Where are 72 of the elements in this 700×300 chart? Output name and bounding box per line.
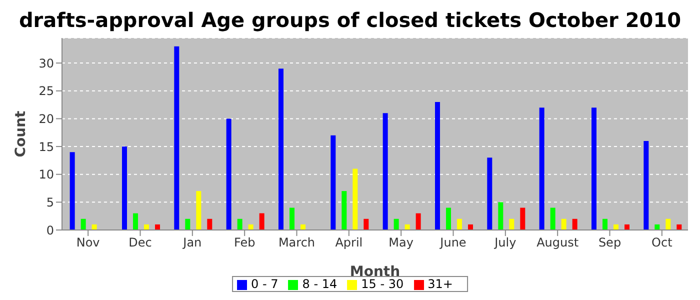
x-tick-label: April (335, 236, 363, 250)
y-tick-label: 25 (38, 84, 54, 98)
x-tick-label: August (536, 236, 579, 250)
x-tick-label: Nov (76, 236, 100, 250)
x-axis-title: Month (350, 264, 400, 280)
bar (237, 218, 242, 230)
bar (289, 208, 294, 230)
y-tick-label: 30 (38, 56, 54, 70)
bar (468, 224, 473, 230)
bar (330, 135, 336, 230)
y-axis-title: Count (12, 110, 29, 158)
bar (132, 213, 138, 230)
bar (509, 218, 514, 230)
bar (196, 191, 202, 230)
bar (394, 218, 399, 230)
bar (520, 208, 526, 230)
bar (144, 224, 149, 230)
bar (352, 168, 358, 230)
bar (404, 224, 410, 230)
bar (92, 224, 97, 230)
bar (434, 102, 440, 230)
bar (539, 108, 544, 230)
x-tick-label: Jan (182, 236, 202, 250)
bar (591, 108, 596, 230)
bar (644, 140, 649, 230)
bar (550, 208, 556, 230)
bar (259, 213, 264, 230)
x-tick-label: May (388, 236, 414, 250)
bar (416, 213, 421, 230)
bar (154, 224, 160, 230)
bar (624, 224, 630, 230)
legend-label: 15 - 30 (361, 277, 404, 291)
bar (364, 218, 369, 230)
bar (278, 68, 284, 230)
y-tick-label: 10 (38, 168, 54, 182)
bar (248, 224, 254, 230)
bar (382, 113, 388, 230)
x-tick-label: June (439, 236, 466, 250)
bar (300, 224, 306, 230)
bar (174, 46, 180, 230)
x-tick-label: Dec (128, 236, 152, 250)
x-tick-label: Feb (234, 236, 256, 250)
bar (487, 158, 492, 230)
legend-label: 0 - 7 (251, 277, 278, 291)
x-tick-label: Oct (652, 236, 673, 250)
bar (456, 218, 462, 230)
bar (122, 146, 127, 230)
bar (654, 224, 660, 230)
bar (572, 218, 578, 230)
bar (676, 224, 682, 230)
y-tick-label: 5 (46, 195, 54, 210)
y-tick-label: 0 (46, 223, 54, 238)
bar (666, 218, 671, 230)
bar (602, 218, 608, 230)
bar (342, 191, 347, 230)
x-tick-label: July (494, 236, 516, 250)
bar (207, 218, 212, 230)
bar (498, 202, 504, 230)
y-tick-label: 20 (38, 112, 54, 126)
chart-title: drafts-approval Age groups of closed tickets October 2010 (18, 8, 682, 34)
x-tick-label: Sep (598, 236, 622, 250)
bar (226, 118, 232, 230)
bar (70, 152, 75, 230)
legend-label: 31+ (428, 277, 453, 291)
bar (613, 224, 618, 230)
bar (80, 218, 86, 230)
legend-label: 8 - 14 (302, 277, 338, 291)
bar (185, 218, 190, 230)
y-tick-label: 15 (38, 140, 54, 154)
bar (446, 208, 451, 230)
bar (561, 218, 566, 230)
x-tick-label: March (278, 236, 316, 250)
